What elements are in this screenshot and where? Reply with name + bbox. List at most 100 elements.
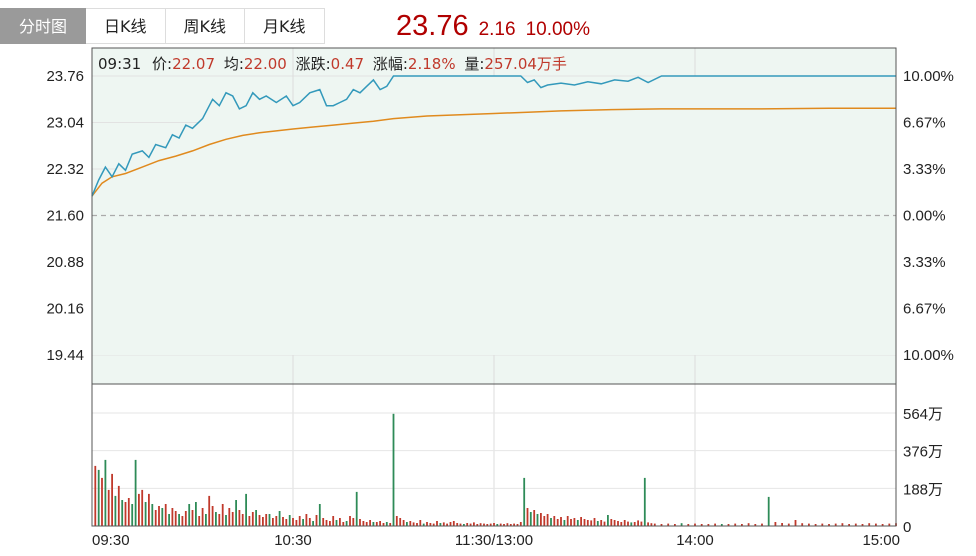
volume-tick-label: 188万 — [903, 481, 943, 498]
volume-bar — [861, 524, 864, 526]
tab-daily-k[interactable]: 日K线 — [86, 8, 166, 44]
volume-bar — [359, 519, 361, 526]
volume-bar — [228, 508, 231, 526]
volume-bar — [282, 517, 284, 526]
volume-bar — [781, 523, 783, 526]
volume-bar — [516, 524, 519, 526]
volume-bar — [258, 515, 261, 526]
volume-bar — [144, 502, 147, 526]
volume-bar — [432, 523, 435, 526]
volume-bar — [184, 511, 187, 526]
volume-bar — [774, 522, 777, 526]
volume-bar — [231, 512, 234, 526]
volume-bar — [761, 523, 763, 526]
volume-bar — [613, 520, 616, 526]
volume-bar — [513, 523, 515, 526]
volume-bar — [352, 518, 355, 526]
volume-bar — [312, 521, 314, 526]
volume-bar — [593, 518, 596, 526]
volume-bar — [456, 523, 459, 526]
tab-weekly-k[interactable]: 周K线 — [165, 8, 246, 44]
price-line — [91, 75, 896, 197]
volume-bar — [546, 514, 549, 526]
volume-bar — [174, 511, 177, 526]
volume-bar — [550, 518, 552, 526]
volume-bar — [288, 515, 291, 526]
volume-bar — [238, 510, 241, 526]
average-price-line — [91, 107, 896, 197]
volume-bar — [540, 513, 542, 526]
volume-bar — [519, 522, 522, 526]
tab-intraday[interactable]: 分时图 — [0, 8, 87, 44]
volume-bar — [355, 491, 358, 526]
volume-bar — [275, 516, 278, 526]
volume-bar — [580, 517, 582, 526]
volume-bar — [801, 523, 804, 526]
info-avg-label: 均: — [224, 55, 244, 73]
volume-bar — [543, 516, 546, 526]
volume-bar — [533, 510, 536, 526]
volume-bar — [808, 523, 810, 526]
tab-monthly-k[interactable]: 月K线 — [245, 8, 325, 44]
volume-bar — [570, 519, 572, 526]
current-price: 23.76 — [396, 10, 469, 42]
price-change-percent: 10.00% — [525, 19, 591, 40]
time-tick-label: 09:30 — [92, 532, 130, 549]
volume-bar — [221, 504, 224, 526]
percent-tick-label: 6.67% — [903, 301, 946, 318]
volume-bar — [647, 522, 649, 526]
volume-bar — [345, 521, 348, 526]
volume-axis: 564万 376万 188万 0 — [903, 406, 943, 536]
volume-panel-frame — [91, 383, 897, 527]
volume-bar — [248, 516, 251, 526]
volume-bar — [262, 517, 264, 526]
volume-bar — [489, 523, 492, 526]
volume-bar — [714, 523, 716, 526]
quote-summary: 23.76 2.16 10.00% — [396, 10, 590, 43]
volume-bar — [195, 502, 197, 526]
volume-bar — [828, 524, 830, 526]
time-axis: 09:30 10:30 11:30/13:00 14:00 15:00 — [92, 532, 900, 549]
volume-bar — [821, 523, 824, 526]
volume-bar — [131, 504, 134, 526]
volume-bar — [767, 496, 770, 526]
volume-tick-label: 0 — [903, 519, 911, 536]
volume-bar — [694, 523, 696, 526]
volume-bar — [590, 520, 593, 526]
volume-bar — [523, 477, 526, 526]
volume-bar — [459, 523, 462, 526]
volume-bar — [556, 519, 559, 526]
volume-bar — [506, 523, 509, 526]
volume-bar — [215, 512, 217, 526]
volume-bar — [379, 521, 381, 526]
volume-bar — [97, 469, 100, 526]
volume-bar — [325, 520, 328, 526]
volume-bar — [164, 504, 167, 526]
volume-bar — [151, 504, 154, 526]
volume-bar — [483, 523, 485, 526]
volume-bar — [385, 522, 388, 526]
volume-bar — [268, 514, 271, 526]
volume-bar — [476, 524, 479, 526]
volume-bar — [469, 523, 472, 526]
price-axis: 23.76 23.04 22.32 21.60 20.88 20.16 19.44 — [46, 68, 84, 364]
volume-bar — [439, 523, 442, 526]
volume-tick-label: 376万 — [903, 444, 943, 461]
info-vol-label: 量: — [464, 55, 484, 73]
volume-bar — [653, 523, 656, 526]
volume-bar — [188, 504, 191, 526]
volume-bar — [225, 515, 227, 526]
volume-bar — [94, 465, 97, 526]
volume-bar — [633, 522, 636, 526]
volume-bar — [322, 518, 325, 526]
volume-bar — [422, 523, 425, 526]
volume-bar — [342, 522, 345, 526]
price-tick-label: 23.04 — [46, 115, 84, 132]
volume-bar — [148, 493, 150, 526]
volume-bar — [868, 523, 871, 526]
volume-bar — [272, 518, 274, 526]
volume-bar — [429, 523, 432, 526]
volume-bar — [463, 524, 465, 526]
price-tick-label: 20.88 — [46, 254, 84, 271]
volume-bar — [111, 473, 113, 526]
